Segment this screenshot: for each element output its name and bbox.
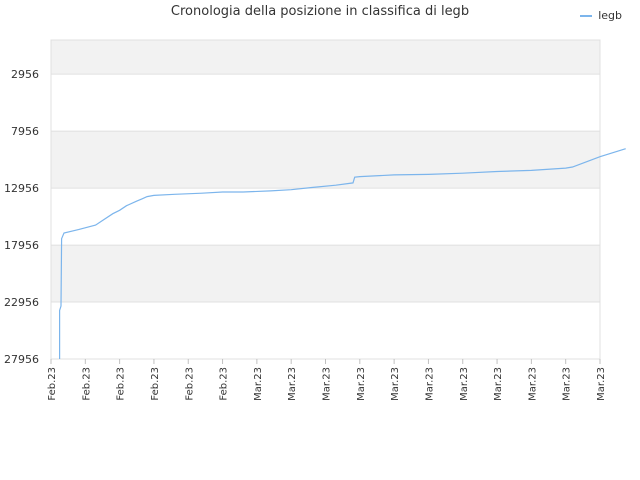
x-tick-label: Mar.23 — [562, 367, 573, 401]
x-tick-label: Mar.23 — [322, 367, 333, 401]
y-tick-label: 2956 — [11, 68, 39, 81]
x-tick-label: Feb.23 — [219, 367, 230, 401]
y-tick-label: 7956 — [11, 125, 39, 138]
x-tick-label: Feb.23 — [184, 367, 195, 401]
x-tick-label: Feb.23 — [81, 367, 92, 401]
x-tick-label: Mar.23 — [459, 367, 470, 401]
plot-band — [51, 40, 600, 75]
x-tick-label: Mar.23 — [356, 367, 367, 401]
x-tick-label: Mar.23 — [596, 367, 607, 401]
plot-band — [51, 131, 600, 189]
x-tick-label: Mar.23 — [390, 367, 401, 401]
legend[interactable]: legb — [580, 9, 622, 22]
y-tick-label: 12956 — [4, 182, 39, 195]
plot-band — [51, 245, 600, 303]
x-tick-label: Mar.23 — [493, 367, 504, 401]
x-tick-label: Feb.23 — [47, 367, 58, 401]
chart-title: Cronologia della posizione in classifica… — [170, 4, 470, 19]
y-tick-label: 22956 — [4, 296, 39, 309]
y-tick-label: 27956 — [4, 353, 39, 366]
x-tick-label: Mar.23 — [253, 367, 264, 401]
legend-swatch-legb — [580, 14, 593, 17]
series-line-legb — [58, 148, 626, 359]
x-tick-label: Mar.23 — [424, 367, 435, 401]
plot-border — [50, 39, 601, 360]
x-tick-label: Feb.23 — [150, 367, 161, 401]
x-tick-label: Mar.23 — [287, 367, 298, 401]
x-tick-label: Mar.23 — [527, 367, 538, 401]
legend-label-legb: legb — [598, 9, 622, 22]
x-tick-label: Feb.23 — [116, 367, 127, 401]
y-tick-label: 17956 — [4, 239, 39, 252]
